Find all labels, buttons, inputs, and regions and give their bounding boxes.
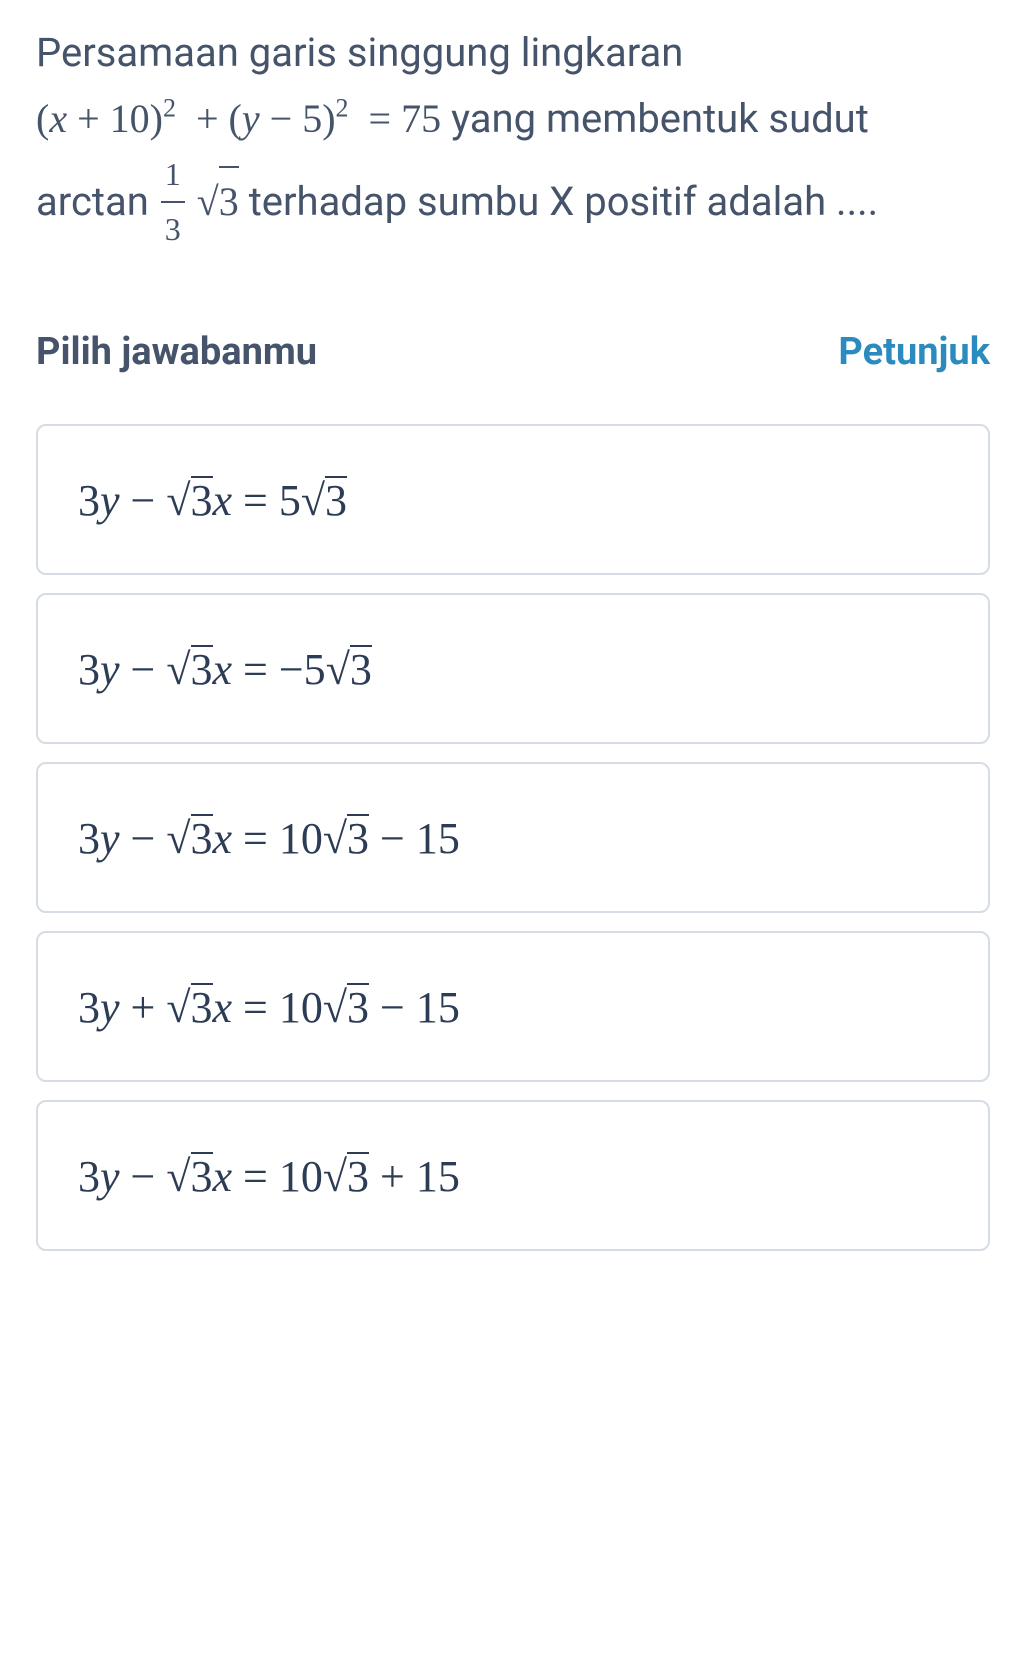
answer-option[interactable]: 3y − √3x = 10√3 + 15 — [36, 1100, 990, 1251]
answer-option[interactable]: 3y − √3x = 5√3 — [36, 424, 990, 575]
options-list: 3y − √3x = 5√3 3y − √3x = −5√3 3y − √3x = … — [36, 424, 990, 1251]
question-text: Persamaan garis singgung lingkaran (x + … — [36, 20, 990, 260]
hint-link[interactable]: Petunjuk — [838, 330, 990, 374]
choose-answer-label: Pilih jawabanmu — [36, 330, 317, 374]
question-pre-text: Persamaan garis singgung lingkaran — [36, 29, 683, 76]
option-equation: 3y − √3x = 10√3 − 15 — [78, 814, 460, 863]
arctan-arg: 1 3 √3 — [159, 179, 249, 224]
answer-option[interactable]: 3y − √3x = 10√3 − 15 — [36, 762, 990, 913]
fraction-one-third: 1 3 — [161, 148, 185, 256]
option-equation: 3y + √3x = 10√3 − 15 — [78, 983, 460, 1032]
question-equation: (x + 10)2 + (y − 5)2 = 75 — [36, 96, 451, 141]
option-equation: 3y − √3x = 10√3 + 15 — [78, 1152, 460, 1201]
sqrt-3: √3 — [197, 166, 239, 235]
option-equation: 3y − √3x = 5√3 — [78, 476, 347, 525]
prompt-row: Pilih jawabanmu Petunjuk — [36, 330, 990, 374]
question-mid-text-2: terhadap sumbu X positif adalah .... — [249, 178, 879, 225]
answer-option[interactable]: 3y − √3x = −5√3 — [36, 593, 990, 744]
option-equation: 3y − √3x = −5√3 — [78, 645, 372, 694]
quiz-container: Persamaan garis singgung lingkaran (x + … — [0, 0, 1026, 1251]
answer-option[interactable]: 3y + √3x = 10√3 − 15 — [36, 931, 990, 1082]
